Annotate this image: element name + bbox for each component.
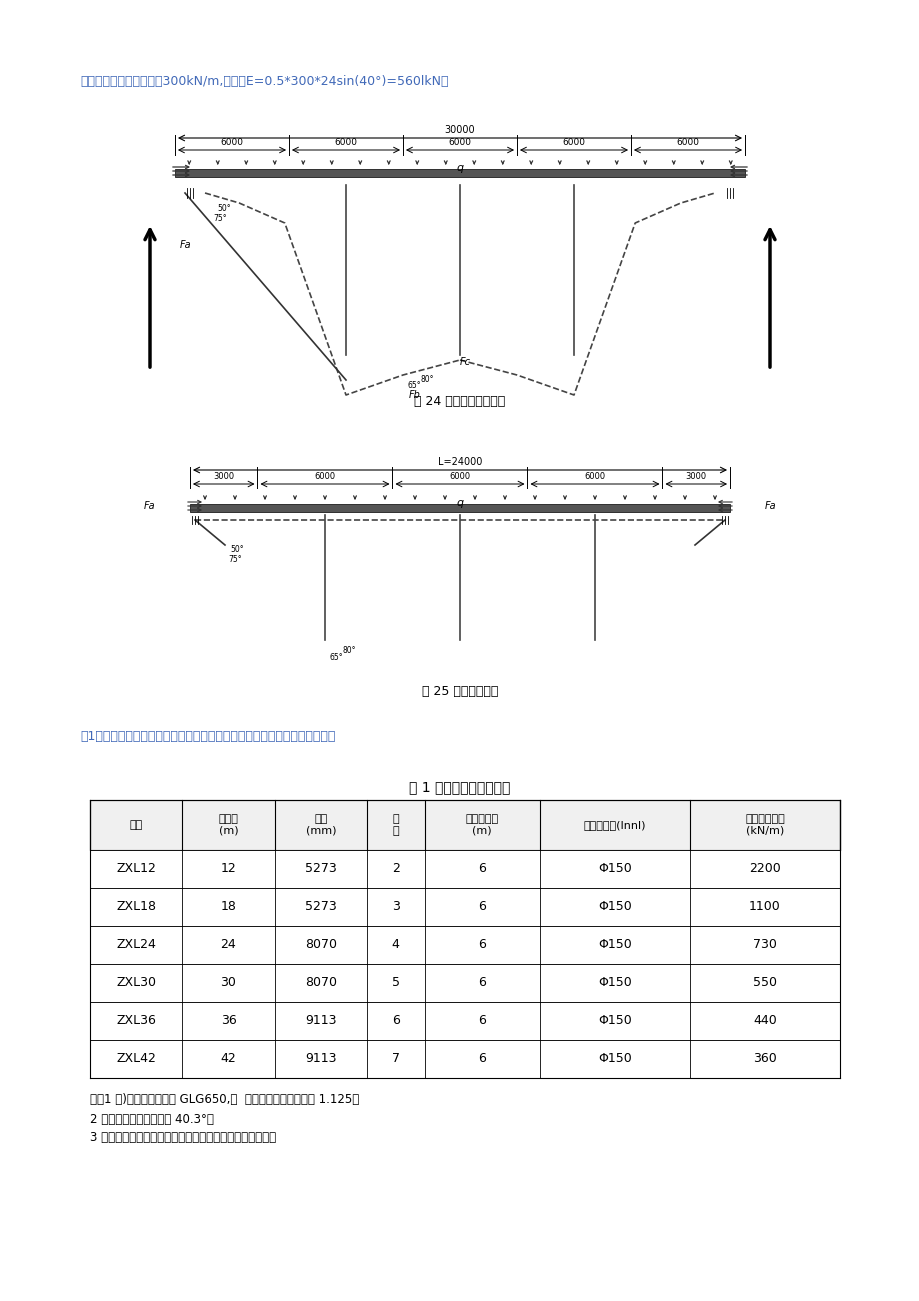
Text: 6000: 6000 bbox=[314, 472, 335, 481]
Text: 6: 6 bbox=[478, 938, 486, 951]
Text: 假设水平土压力设计值为300kN/m,可得，E=0.5*300*24sin(40°)=560lkN。: 假设水平土压力设计值为300kN/m,可得，E=0.5*300*24sin(40… bbox=[80, 75, 448, 88]
Text: 6: 6 bbox=[478, 900, 486, 913]
Text: Φ150: Φ150 bbox=[597, 863, 631, 876]
Text: 7: 7 bbox=[391, 1053, 400, 1066]
Text: 表 1 张弦梁承载力参考表: 表 1 张弦梁承载力参考表 bbox=[409, 781, 510, 794]
Bar bbox=[90, 889, 839, 926]
Text: 6: 6 bbox=[478, 1015, 486, 1028]
Text: Φ150: Φ150 bbox=[597, 900, 631, 913]
Text: 42: 42 bbox=[221, 1053, 236, 1066]
Text: 2 边拉杆与上弦梁夹角为 40.3°；: 2 边拉杆与上弦梁夹角为 40.3°； bbox=[90, 1112, 213, 1125]
Text: 5273: 5273 bbox=[304, 863, 336, 876]
Text: 跨
数: 跨 数 bbox=[392, 814, 399, 835]
Text: 75°: 75° bbox=[213, 213, 226, 222]
Text: Fb: Fb bbox=[408, 390, 420, 399]
Text: 9113: 9113 bbox=[305, 1053, 336, 1066]
Text: 6000: 6000 bbox=[221, 138, 244, 147]
Text: Φ150: Φ150 bbox=[597, 1015, 631, 1028]
Text: ZXL12: ZXL12 bbox=[116, 863, 156, 876]
Text: Φ150: Φ150 bbox=[597, 938, 631, 951]
Text: ZXL36: ZXL36 bbox=[116, 1015, 156, 1028]
Text: 3 若张弦梁为多根钢拉杆组合可相应乘以钢拉杆组合根数。: 3 若张弦梁为多根钢拉杆组合可相应乘以钢拉杆组合根数。 bbox=[90, 1131, 276, 1144]
Text: ZXL18: ZXL18 bbox=[116, 900, 156, 913]
Text: 6000: 6000 bbox=[449, 472, 470, 481]
Text: Fa: Fa bbox=[143, 501, 154, 511]
Bar bbox=[90, 964, 839, 1002]
Text: 6000: 6000 bbox=[584, 472, 605, 481]
Text: 65°: 65° bbox=[330, 653, 344, 662]
Text: 24: 24 bbox=[221, 938, 236, 951]
Bar bbox=[175, 169, 744, 177]
Text: 30: 30 bbox=[221, 977, 236, 990]
Text: 18: 18 bbox=[221, 900, 236, 913]
Text: 3000: 3000 bbox=[213, 472, 234, 481]
Text: 2: 2 bbox=[391, 863, 399, 876]
Text: 6: 6 bbox=[478, 977, 486, 990]
Bar bbox=[90, 850, 839, 889]
Text: 5273: 5273 bbox=[304, 900, 336, 913]
Text: L=24000: L=24000 bbox=[437, 457, 482, 467]
Text: Fa: Fa bbox=[180, 239, 191, 250]
Text: 75°: 75° bbox=[228, 556, 242, 565]
Text: ZXL30: ZXL30 bbox=[116, 977, 156, 990]
Bar bbox=[90, 800, 839, 850]
Text: 730: 730 bbox=[753, 938, 776, 951]
Text: 8070: 8070 bbox=[304, 977, 336, 990]
Text: 6000: 6000 bbox=[675, 138, 698, 147]
Text: q: q bbox=[456, 163, 463, 173]
Text: 钢拉杆规格(Innl): 钢拉杆规格(Innl) bbox=[584, 820, 645, 830]
Bar bbox=[90, 1039, 839, 1079]
Text: 80°: 80° bbox=[421, 375, 434, 384]
Text: 360: 360 bbox=[753, 1053, 776, 1066]
Text: 总跨度
(m): 总跨度 (m) bbox=[219, 814, 238, 835]
Text: 6000: 6000 bbox=[448, 138, 471, 147]
Bar bbox=[90, 1002, 839, 1039]
Text: 6000: 6000 bbox=[562, 138, 584, 147]
Bar bbox=[90, 926, 839, 964]
Text: 6: 6 bbox=[478, 863, 486, 876]
Text: 36: 36 bbox=[221, 1015, 236, 1028]
Text: 图 24 张弦梁受力示意图: 图 24 张弦梁受力示意图 bbox=[414, 396, 505, 409]
Text: ZXL42: ZXL42 bbox=[116, 1053, 156, 1066]
Text: ZXL24: ZXL24 bbox=[116, 938, 156, 951]
Text: 65°: 65° bbox=[407, 381, 421, 390]
Text: 50°: 50° bbox=[217, 204, 231, 213]
Text: 550: 550 bbox=[752, 977, 777, 990]
Text: Fa: Fa bbox=[765, 501, 776, 511]
Text: 2200: 2200 bbox=[748, 863, 780, 876]
Text: Φ150: Φ150 bbox=[597, 1053, 631, 1066]
Text: 30000: 30000 bbox=[444, 125, 475, 135]
Text: 承载力设计值
(kN/m): 承载力设计值 (kN/m) bbox=[744, 814, 784, 835]
Text: 注：1 钢)立杆强度级别为 GLG650,钢  杆材料抗力分项系数取 1.125；: 注：1 钢)立杆强度级别为 GLG650,钢 杆材料抗力分项系数取 1.125； bbox=[90, 1093, 358, 1106]
Text: 6: 6 bbox=[478, 1053, 486, 1066]
Text: Φ150: Φ150 bbox=[597, 977, 631, 990]
Bar bbox=[190, 503, 729, 513]
Text: 图 25 受力研究对象: 图 25 受力研究对象 bbox=[421, 686, 498, 699]
Text: 3: 3 bbox=[391, 900, 399, 913]
Text: 12: 12 bbox=[221, 863, 236, 876]
Text: 6: 6 bbox=[391, 1015, 399, 1028]
Text: 规格: 规格 bbox=[130, 820, 142, 830]
Text: 表1为初步估算张弦梁承载力表，方案初步设计时，可按此表的承载力选用。: 表1为初步估算张弦梁承载力表，方案初步设计时，可按此表的承载力选用。 bbox=[80, 730, 335, 743]
Text: 9113: 9113 bbox=[305, 1015, 336, 1028]
Text: 4: 4 bbox=[391, 938, 399, 951]
Text: 440: 440 bbox=[753, 1015, 776, 1028]
Text: Fc: Fc bbox=[459, 356, 470, 367]
Text: 6000: 6000 bbox=[335, 138, 357, 147]
Text: 5: 5 bbox=[391, 977, 400, 990]
Text: 50°: 50° bbox=[230, 545, 244, 554]
Text: q: q bbox=[456, 498, 463, 507]
Text: 1100: 1100 bbox=[748, 900, 780, 913]
Text: 3000: 3000 bbox=[685, 472, 706, 481]
Text: 矢高
(mm): 矢高 (mm) bbox=[305, 814, 335, 835]
Text: 平均单跨长
(m): 平均单跨长 (m) bbox=[465, 814, 498, 835]
Text: 80°: 80° bbox=[343, 647, 357, 654]
Text: 8070: 8070 bbox=[304, 938, 336, 951]
